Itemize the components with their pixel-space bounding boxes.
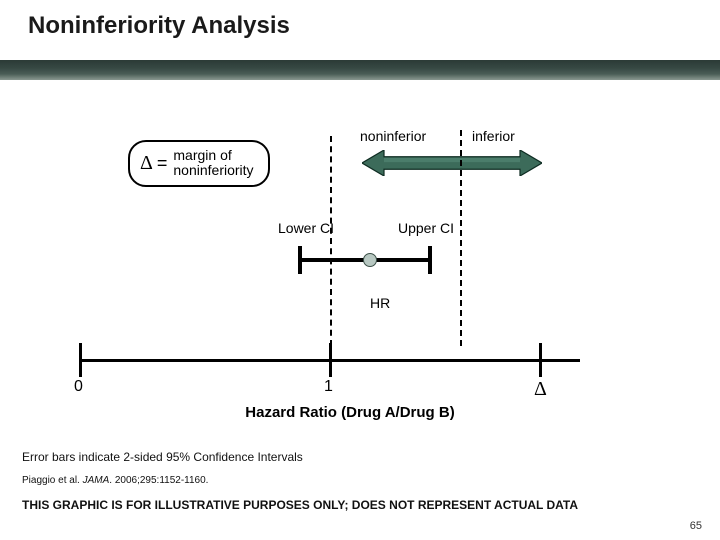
axis-tick-label: Δ <box>534 378 547 401</box>
delta-def-line1: margin of <box>173 147 231 163</box>
delta-symbol: Δ <box>140 152 153 175</box>
axis-tick-label: 0 <box>74 378 83 396</box>
dashed-line-at-delta <box>460 130 462 346</box>
axis-tick <box>329 343 332 377</box>
label-noninferior: noninferior <box>360 128 426 144</box>
axis-tick <box>79 343 82 377</box>
equals-sign: = <box>157 153 168 174</box>
delta-definition-box: Δ = margin of noninferiority <box>128 140 270 187</box>
slide-body: Δ = margin of noninferiority noninferior… <box>0 80 720 540</box>
footnote-error-bars: Error bars indicate 2-sided 95% Confiden… <box>22 450 303 464</box>
ci-upper-cap <box>428 246 432 274</box>
footnote-disclaimer: THIS GRAPHIC IS FOR ILLUSTRATIVE PURPOSE… <box>22 498 578 512</box>
delta-definition-text: margin of noninferiority <box>173 148 253 179</box>
header-decorative-band <box>0 60 720 80</box>
label-lower-ci: Lower CI <box>278 220 334 236</box>
double-arrow-icon <box>362 150 542 176</box>
citation-pre: Piaggio et al. <box>22 475 83 486</box>
axis-tick-label: 1 <box>324 378 333 396</box>
citation-journal: JAMA <box>83 475 110 486</box>
footnote-citation: Piaggio et al. JAMA. 2006;295:1152-1160. <box>22 475 208 486</box>
dashed-line-at-one <box>330 136 332 346</box>
slide-header: Noninferiority Analysis <box>0 0 720 80</box>
delta-def-line2: noninferiority <box>173 162 253 178</box>
x-axis-title: Hazard Ratio (Drug A/Drug B) <box>210 404 490 421</box>
label-inferior: inferior <box>472 128 515 144</box>
page-number: 65 <box>690 520 702 532</box>
ci-lower-cap <box>298 246 302 274</box>
citation-post: . 2006;295:1152-1160. <box>109 475 208 486</box>
label-upper-ci: Upper CI <box>398 220 454 236</box>
axis-tick <box>539 343 542 377</box>
label-hr: HR <box>370 295 390 311</box>
ci-point-estimate-dot <box>363 253 377 267</box>
slide-title: Noninferiority Analysis <box>28 12 692 40</box>
